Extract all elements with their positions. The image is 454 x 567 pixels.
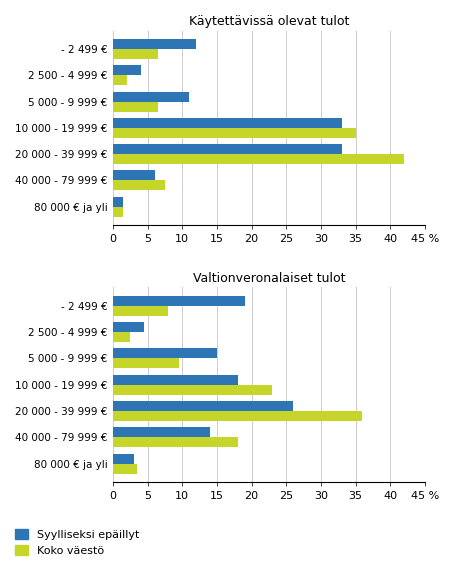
Bar <box>113 171 154 180</box>
Bar <box>113 197 123 206</box>
Bar <box>113 206 123 217</box>
Bar <box>113 49 158 59</box>
Bar <box>113 296 245 306</box>
Bar <box>113 128 355 138</box>
Legend: Syylliseksi epäillyt, Koko väestö: Syylliseksi epäillyt, Koko väestö <box>15 530 139 556</box>
Bar <box>113 428 210 437</box>
Bar <box>113 401 293 411</box>
Bar <box>113 464 137 473</box>
Bar <box>113 65 141 75</box>
Bar <box>113 384 272 395</box>
Bar <box>113 437 238 447</box>
Bar <box>113 454 134 464</box>
Bar <box>113 144 342 154</box>
Bar <box>113 39 196 49</box>
Bar <box>113 322 144 332</box>
Title: Valtionveronalaiset tulot: Valtionveronalaiset tulot <box>192 272 345 285</box>
Bar <box>113 332 130 342</box>
Bar <box>113 375 238 384</box>
Bar <box>113 75 127 85</box>
Bar <box>113 118 342 128</box>
Bar <box>113 101 158 112</box>
Bar <box>113 411 362 421</box>
Bar <box>113 348 217 358</box>
Bar <box>113 306 168 316</box>
Bar <box>113 91 189 101</box>
Bar <box>113 154 404 164</box>
Bar <box>113 358 179 369</box>
Title: Käytettävissä olevat tulot: Käytettävissä olevat tulot <box>189 15 349 28</box>
Bar <box>113 180 165 191</box>
